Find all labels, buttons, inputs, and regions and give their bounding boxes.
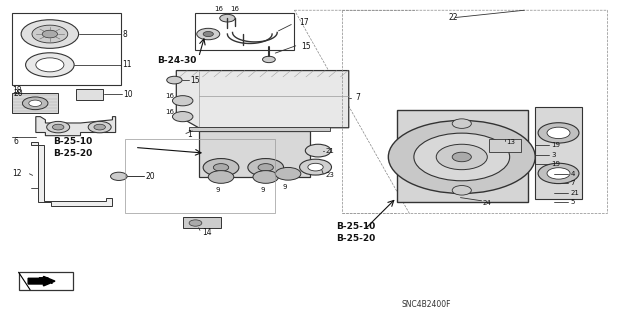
FancyArrow shape (28, 276, 55, 286)
Text: 23: 23 (325, 172, 334, 178)
Text: 10: 10 (124, 90, 133, 99)
Circle shape (196, 28, 220, 40)
Text: SNC4B2400F: SNC4B2400F (402, 300, 451, 309)
Bar (12, 13, 121, 85)
Circle shape (94, 124, 106, 130)
Text: 9: 9 (260, 187, 265, 193)
Circle shape (547, 168, 570, 179)
Circle shape (111, 172, 127, 181)
Circle shape (258, 164, 273, 171)
Text: 14: 14 (202, 228, 211, 237)
Circle shape (173, 96, 193, 106)
Circle shape (208, 171, 234, 183)
Text: 20: 20 (146, 172, 156, 181)
Circle shape (452, 119, 471, 128)
Bar (125, 139, 275, 213)
Text: 16: 16 (230, 6, 239, 11)
Text: 3: 3 (551, 152, 556, 158)
Text: 12: 12 (12, 169, 22, 178)
Text: 11: 11 (122, 60, 132, 69)
Circle shape (388, 121, 535, 194)
Text: 9: 9 (216, 187, 220, 193)
Text: B-25-10: B-25-10 (53, 137, 92, 145)
Text: 7: 7 (570, 180, 575, 186)
Bar (195, 13, 294, 50)
Circle shape (173, 112, 193, 122)
Text: 15: 15 (301, 42, 310, 51)
Text: B-25-20: B-25-20 (336, 234, 375, 243)
Bar (189, 127, 330, 131)
Polygon shape (176, 70, 349, 128)
Circle shape (213, 164, 228, 171)
Circle shape (547, 127, 570, 138)
Circle shape (36, 58, 64, 72)
Circle shape (26, 53, 74, 77)
Bar (19, 272, 73, 290)
Circle shape (275, 167, 301, 180)
Circle shape (452, 186, 471, 195)
Text: 15: 15 (190, 76, 200, 85)
Circle shape (253, 171, 278, 183)
Circle shape (262, 56, 275, 63)
Polygon shape (198, 131, 310, 177)
Circle shape (300, 159, 332, 175)
Text: 1: 1 (187, 130, 192, 139)
Text: FR.: FR. (37, 277, 54, 286)
Text: 21: 21 (325, 148, 334, 154)
Text: B-25-20: B-25-20 (53, 149, 92, 158)
Polygon shape (31, 142, 113, 205)
Text: 8: 8 (122, 30, 127, 39)
Text: 13: 13 (506, 139, 515, 145)
Text: 9: 9 (283, 184, 287, 190)
Circle shape (167, 76, 182, 84)
Circle shape (189, 220, 202, 226)
Circle shape (452, 152, 471, 162)
Circle shape (22, 97, 48, 110)
Text: 22: 22 (449, 13, 458, 22)
Bar (182, 217, 221, 228)
Text: 16: 16 (166, 109, 175, 115)
Circle shape (308, 163, 323, 171)
Text: 5: 5 (570, 199, 575, 205)
Circle shape (538, 163, 579, 183)
Text: 6: 6 (13, 137, 19, 145)
Bar (12, 93, 58, 114)
Text: 18: 18 (12, 86, 22, 95)
Circle shape (28, 93, 47, 103)
Circle shape (248, 159, 284, 176)
Text: B-24-30: B-24-30 (157, 56, 196, 65)
Circle shape (32, 25, 68, 43)
Polygon shape (397, 110, 527, 202)
Text: 16: 16 (214, 6, 223, 11)
Text: 16: 16 (166, 93, 175, 99)
Text: 19: 19 (551, 142, 560, 148)
Circle shape (436, 144, 487, 170)
Circle shape (305, 144, 331, 157)
Circle shape (21, 20, 79, 48)
Circle shape (220, 14, 235, 22)
Bar (76, 89, 103, 100)
Circle shape (47, 122, 70, 133)
Circle shape (414, 133, 509, 181)
Text: 19: 19 (551, 161, 560, 167)
Text: 7: 7 (355, 93, 360, 102)
Circle shape (203, 159, 239, 176)
Text: B-25-10: B-25-10 (336, 222, 375, 231)
Text: 4: 4 (570, 171, 575, 177)
Circle shape (29, 100, 42, 107)
Bar (534, 107, 582, 199)
Text: 21: 21 (570, 190, 579, 196)
Circle shape (203, 32, 213, 37)
Polygon shape (36, 117, 116, 136)
Circle shape (538, 123, 579, 143)
Circle shape (52, 124, 64, 130)
Text: 24: 24 (483, 200, 492, 206)
Text: 17: 17 (300, 19, 309, 27)
Text: 20: 20 (13, 89, 23, 98)
Circle shape (88, 122, 111, 133)
Bar (489, 139, 521, 152)
Circle shape (42, 30, 58, 38)
